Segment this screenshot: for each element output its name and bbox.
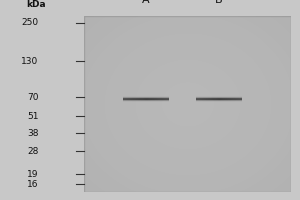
Text: 250: 250 — [21, 18, 38, 27]
Text: 28: 28 — [27, 147, 38, 156]
Text: B: B — [215, 0, 222, 5]
Text: kDa: kDa — [26, 0, 46, 9]
Text: A: A — [142, 0, 150, 5]
Text: 19: 19 — [27, 170, 38, 179]
Text: 38: 38 — [27, 129, 38, 138]
Text: 16: 16 — [27, 180, 38, 189]
Text: 51: 51 — [27, 112, 38, 121]
Text: 130: 130 — [21, 57, 38, 66]
Text: 70: 70 — [27, 93, 38, 102]
